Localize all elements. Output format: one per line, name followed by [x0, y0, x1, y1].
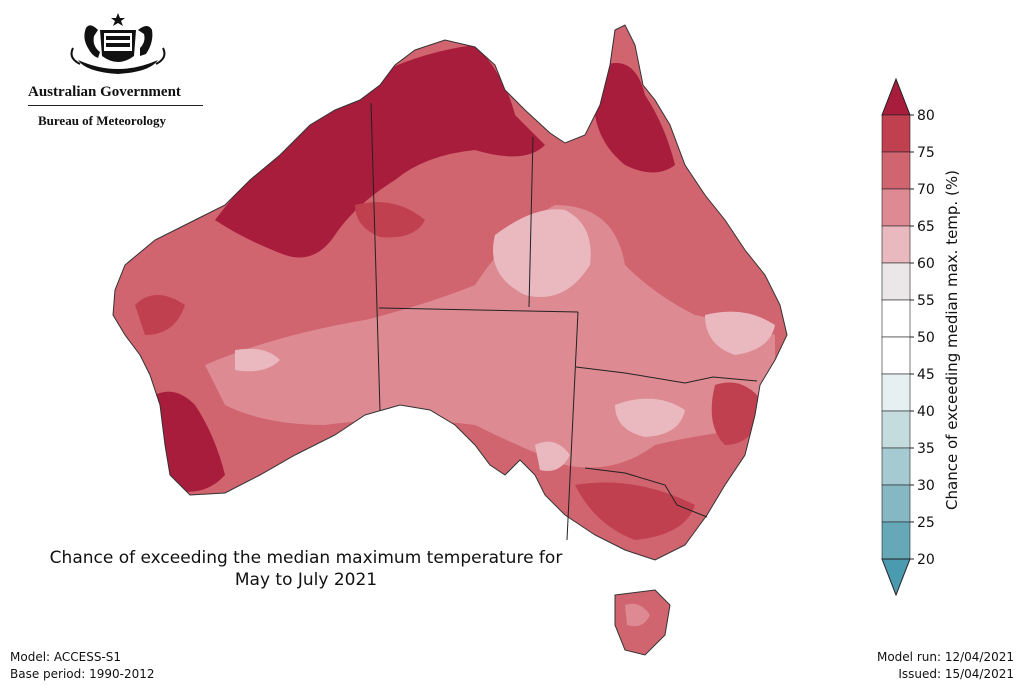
state-borders	[370, 102, 758, 541]
colorbar-tick-label: 35	[917, 441, 935, 457]
colorbar-band	[881, 225, 911, 264]
colorbar-band	[881, 410, 911, 449]
government-name: Australian Government	[28, 84, 203, 106]
colorbar-tick-label: 80	[917, 108, 935, 124]
colorbar-tick-label: 75	[917, 145, 935, 161]
coastline	[112, 24, 788, 561]
caption-line-1: Chance of exceeding the median maximum t…	[49, 548, 563, 568]
colorbar-band	[881, 521, 911, 560]
colorbar-tick-label: 20	[917, 552, 935, 568]
colorbar-ticks: 80 75 70 65 60 55 50 45 40 35 30 25 20	[910, 108, 935, 568]
issued-date: Issued: 15/04/2021	[898, 667, 1014, 681]
colorbar-tick-label: 30	[917, 478, 935, 494]
colorbar-bottom-extension	[881, 558, 911, 597]
colorbar-band	[881, 299, 911, 338]
model-run-date: Model run: 12/04/2021	[876, 650, 1014, 664]
colorbar-tick-label: 40	[917, 404, 935, 420]
emu-icon	[138, 26, 153, 56]
footer-right: Model run: 12/04/2021 Issued: 15/04/2021	[877, 649, 1014, 683]
colorbar-top-extension	[881, 77, 911, 116]
colorbar-band	[881, 336, 911, 375]
colorbar-tick-label: 50	[917, 330, 935, 346]
colorbar-band	[881, 188, 911, 227]
colorbar-band	[881, 373, 911, 412]
model-name: Model: ACCESS-S1	[10, 650, 122, 664]
agency-name: Bureau of Meteorology	[38, 113, 167, 128]
caption-line-2: May to July 2021	[234, 570, 378, 590]
colorbar-band	[881, 484, 911, 523]
colorbar-tick-label: 45	[917, 367, 935, 383]
map-caption: Chance of exceeding the median maximum t…	[0, 547, 612, 591]
colorbar-tick-label: 55	[917, 293, 935, 309]
footer-left: Model: ACCESS-S1 Base period: 1990-2012	[10, 649, 155, 683]
coat-of-arms-logo	[70, 13, 166, 74]
colorbar-tick-label: 60	[917, 256, 935, 272]
colorbar-tick-label: 65	[917, 219, 935, 235]
colorbar-band	[881, 262, 911, 301]
australia-map	[112, 24, 788, 656]
star-icon	[111, 13, 125, 26]
colorbar-tick-label: 25	[917, 515, 935, 531]
colorbar-band	[881, 114, 911, 153]
colorbar-legend: 80 75 70 65 60 55 50 45 40 35 30 25 20	[881, 77, 935, 597]
colorbar-label: Chance of exceeding median max. temp. (%…	[943, 170, 961, 510]
colorbar-band	[881, 151, 911, 190]
base-period: Base period: 1990-2012	[10, 667, 155, 681]
kangaroo-icon	[84, 25, 100, 58]
colorbar-band	[881, 447, 911, 486]
colorbar-tick-label: 70	[917, 182, 935, 198]
colorbar-bands	[881, 77, 911, 597]
